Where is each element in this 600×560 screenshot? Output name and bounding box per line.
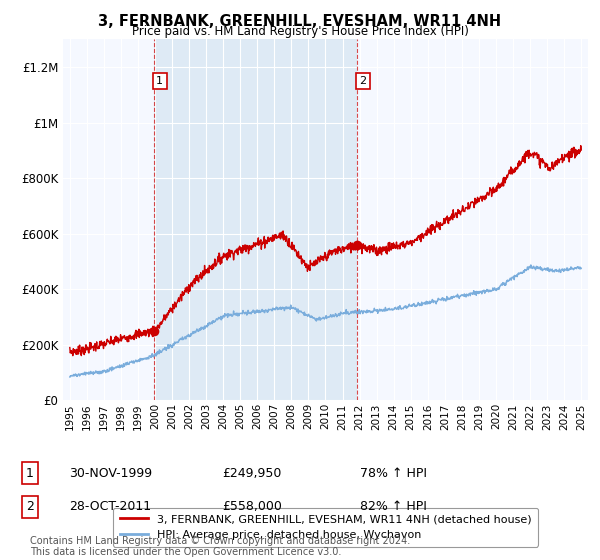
- Text: 1: 1: [156, 76, 163, 86]
- Legend: 3, FERNBANK, GREENHILL, EVESHAM, WR11 4NH (detached house), HPI: Average price, : 3, FERNBANK, GREENHILL, EVESHAM, WR11 4N…: [113, 508, 538, 547]
- Text: 30-NOV-1999: 30-NOV-1999: [69, 466, 152, 480]
- Text: Price paid vs. HM Land Registry's House Price Index (HPI): Price paid vs. HM Land Registry's House …: [131, 25, 469, 38]
- Text: 2: 2: [359, 76, 367, 86]
- Bar: [154, 39, 356, 400]
- Text: 1: 1: [26, 466, 34, 480]
- Text: £558,000: £558,000: [222, 500, 282, 514]
- Text: 2: 2: [26, 500, 34, 514]
- Text: 3, FERNBANK, GREENHILL, EVESHAM, WR11 4NH: 3, FERNBANK, GREENHILL, EVESHAM, WR11 4N…: [98, 14, 502, 29]
- Text: 78% ↑ HPI: 78% ↑ HPI: [360, 466, 427, 480]
- Text: Contains HM Land Registry data © Crown copyright and database right 2024.
This d: Contains HM Land Registry data © Crown c…: [30, 535, 410, 557]
- Text: £249,950: £249,950: [222, 466, 281, 480]
- Text: 82% ↑ HPI: 82% ↑ HPI: [360, 500, 427, 514]
- Text: 28-OCT-2011: 28-OCT-2011: [69, 500, 151, 514]
